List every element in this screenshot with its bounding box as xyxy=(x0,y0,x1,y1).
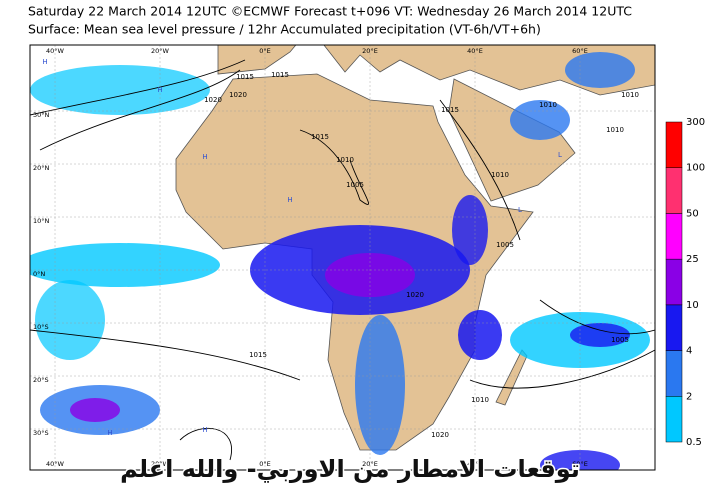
lat-label: 20°S xyxy=(33,376,49,384)
lon-label-top: 40°W xyxy=(46,47,65,55)
colorbar-segment xyxy=(665,304,683,351)
map-frame xyxy=(29,44,656,471)
isobar-label: 1005 xyxy=(346,181,364,189)
isobar-label: 1010 xyxy=(491,171,509,179)
colorbar-segment xyxy=(665,396,683,443)
map-area: 40°W 40°W 20°W 20°W 0°E 0°E 20°E 20°E 40°E 40°E 60… xyxy=(30,45,655,470)
isobar-label: 1005 xyxy=(496,241,514,249)
lat-label: 20°N xyxy=(33,164,50,172)
isobar-label: 1020 xyxy=(406,291,424,299)
caption: توقعات الامطار من الاوربي- والله اعلم xyxy=(120,455,580,483)
pressure-center: L xyxy=(518,206,522,214)
lat-label: 30°N xyxy=(33,111,50,119)
isobar-label: 1015 xyxy=(249,351,267,359)
colorbar-label: 2 xyxy=(686,391,692,402)
pressure-center: H xyxy=(202,426,207,434)
lat-label: 30°S xyxy=(33,429,49,437)
isobar-label: 1010 xyxy=(606,126,624,134)
pressure-center: H xyxy=(287,196,292,204)
lon-label-bottom: 40°W xyxy=(46,460,65,468)
precipitation xyxy=(30,52,650,470)
header-line1: Saturday 22 March 2014 12UTC ©ECMWF Fore… xyxy=(28,4,632,19)
isobar-label: 1010 xyxy=(336,156,354,164)
colorbar-label: 10 xyxy=(686,300,699,311)
map-labels: 40°W 40°W 20°W 20°W 0°E 0°E 20°E 20°E 40°E 40°E 60… xyxy=(33,47,639,468)
lat-label: 10°N xyxy=(33,217,50,225)
lon-label-top: 20°E xyxy=(362,47,378,55)
pressure-center: H xyxy=(42,58,47,66)
pressure-center: H xyxy=(157,86,162,94)
colorbar-segment xyxy=(665,213,683,260)
colorbar-segment xyxy=(665,121,683,168)
lon-label-top: 0°E xyxy=(259,47,271,55)
colorbar-label: 100 xyxy=(686,163,705,174)
graticule xyxy=(30,45,655,470)
lon-label-bottom: 20°W xyxy=(151,460,170,468)
isobar-label: 1015 xyxy=(311,133,329,141)
lon-label-bottom: 20°E xyxy=(362,460,378,468)
colorbar-segment xyxy=(665,258,683,306)
lon-label-bottom: 0°E xyxy=(259,460,271,468)
colorbar-segment xyxy=(665,350,683,397)
colorbar-segment xyxy=(665,167,683,214)
lon-label-bottom: 40°E xyxy=(467,460,483,468)
lat-label: 10°S xyxy=(33,323,49,331)
isobars xyxy=(30,59,655,461)
header-line2: Surface: Mean sea level pressure / 12hr … xyxy=(28,22,541,37)
pressure-center: L xyxy=(558,151,562,159)
lon-label-bottom: 60°E xyxy=(572,460,588,468)
isobar-label: 1010 xyxy=(621,91,639,99)
isobar-label: 1010 xyxy=(471,396,489,404)
isobar-label: 1015 xyxy=(441,106,459,114)
colorbar-label: 0.5 xyxy=(686,437,702,448)
isobar-label: 1005 xyxy=(611,336,629,344)
colorbar-label: 50 xyxy=(686,208,699,219)
colorbar-label: 25 xyxy=(686,254,699,265)
isobar-label: 1010 xyxy=(539,101,557,109)
colorbar-label: 4 xyxy=(686,346,692,357)
lon-label-top: 40°E xyxy=(467,47,483,55)
isobar-label: 1015 xyxy=(271,71,289,79)
pressure-center: H xyxy=(202,153,207,161)
isobar-label: 1020 xyxy=(431,431,449,439)
isobar-label: 1015 xyxy=(236,73,254,81)
isobar-label: 1020 xyxy=(229,91,247,99)
lon-label-top: 60°E xyxy=(572,47,588,55)
colorbar-label: 300 xyxy=(686,117,705,128)
lon-label-top: 20°W xyxy=(151,47,170,55)
pressure-center: H xyxy=(107,429,112,437)
lat-label: 0°N xyxy=(33,270,45,278)
isobar-label: 1020 xyxy=(204,96,222,104)
